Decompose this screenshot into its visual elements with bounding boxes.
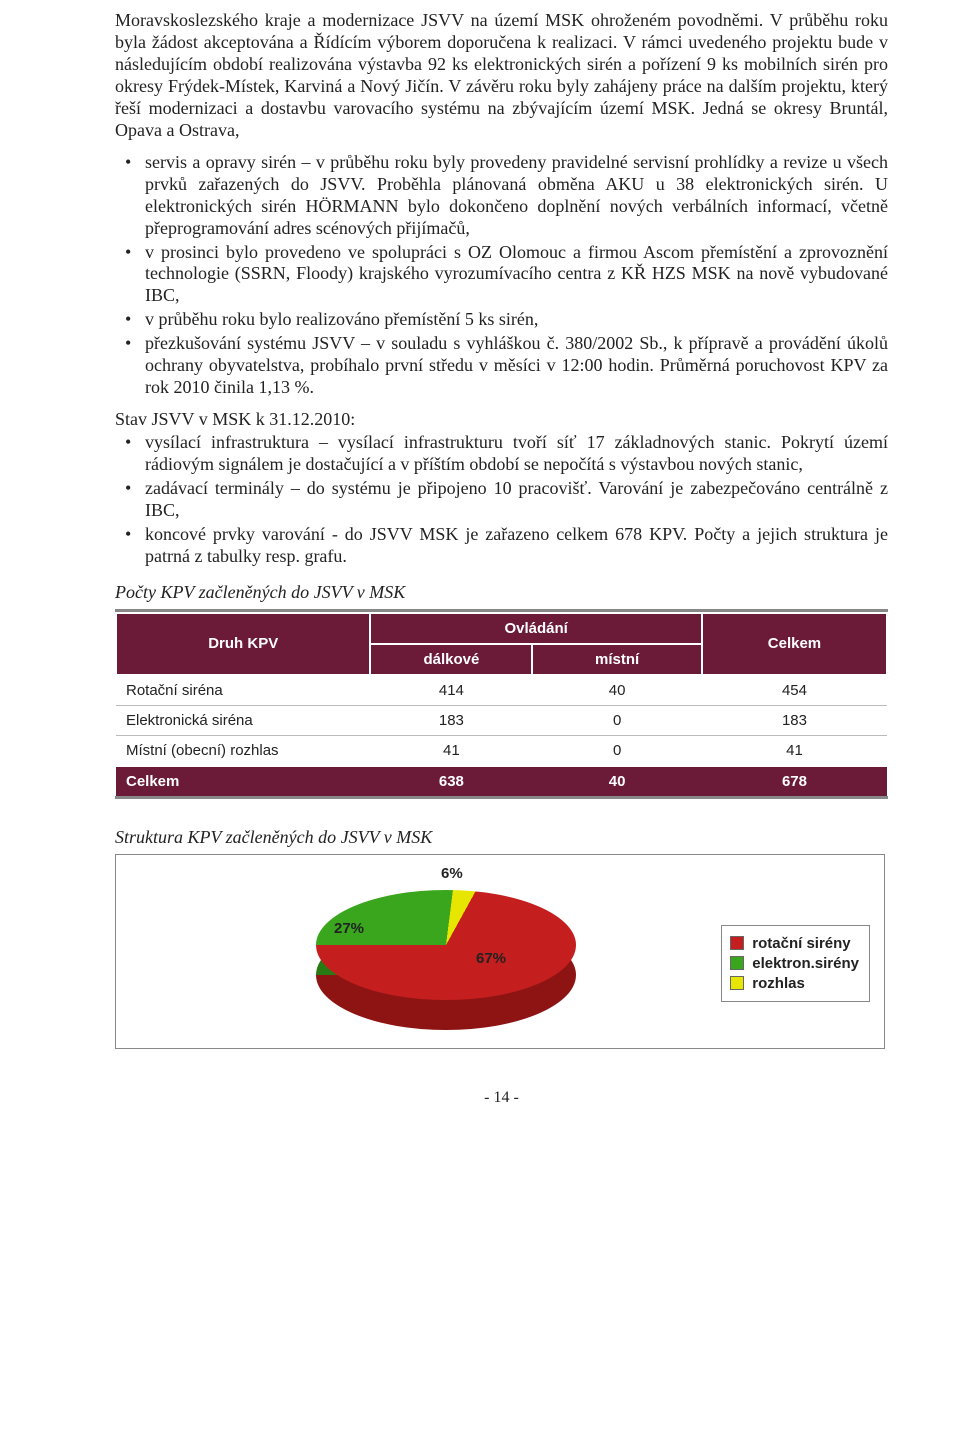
page-number: - 14 - — [115, 1089, 888, 1107]
bullet-list-2: vysílací infrastruktura – vysílací infra… — [115, 432, 888, 568]
table-total-row: Celkem 638 40 678 — [116, 766, 887, 796]
table-row: Místní (obecní) rozhlas 41 0 41 — [116, 735, 887, 766]
pie-area: 67% 27% 6% — [286, 865, 606, 1040]
row-label: Rotační siréna — [116, 675, 370, 706]
list-item: zadávací terminály – do systému je připo… — [115, 478, 888, 522]
list-item: v prosinci bylo provedeno ve spolupráci … — [115, 242, 888, 308]
pct-label-1: 67% — [476, 950, 506, 967]
cell: 0 — [532, 735, 702, 766]
legend: rotační sirény elektron.sirény rozhlas — [721, 925, 870, 1002]
legend-row: elektron.sirény — [730, 955, 859, 972]
cell: 414 — [370, 675, 532, 706]
legend-label: elektron.sirény — [752, 955, 859, 972]
legend-row: rotační sirény — [730, 935, 859, 952]
row-label: Místní (obecní) rozhlas — [116, 735, 370, 766]
cell: 183 — [370, 705, 532, 735]
list-item: koncové prvky varování - do JSVV MSK je … — [115, 524, 888, 568]
legend-label: rozhlas — [752, 975, 805, 992]
legend-row: rozhlas — [730, 975, 859, 992]
col-dalkove: dálkové — [370, 644, 532, 675]
swatch-2 — [730, 956, 744, 970]
col-druh: Druh KPV — [116, 613, 370, 675]
total-cell: 678 — [702, 766, 887, 796]
legend-label: rotační sirény — [752, 935, 850, 952]
cell: 40 — [532, 675, 702, 706]
swatch-1 — [730, 936, 744, 950]
total-cell: 40 — [532, 766, 702, 796]
kpv-table-wrap: Druh KPV Ovládání Celkem dálkové místní … — [115, 609, 888, 799]
kpv-table: Druh KPV Ovládání Celkem dálkové místní … — [115, 612, 888, 796]
chart-heading: Struktura KPV začleněných do JSVV v MSK — [115, 827, 888, 848]
table-heading: Počty KPV začleněných do JSVV v MSK — [115, 582, 888, 603]
cell: 0 — [532, 705, 702, 735]
list-item: v průběhu roku bylo realizováno přemístě… — [115, 309, 888, 331]
cell: 41 — [702, 735, 887, 766]
list-item: přezkušování systému JSVV – v souladu s … — [115, 333, 888, 399]
pie-chart: 67% 27% 6% rotační sirény elektron.sirén… — [115, 854, 885, 1049]
lead-paragraph: Moravskoslezského kraje a modernizace JS… — [115, 10, 888, 142]
list-item: vysílací infrastruktura – vysílací infra… — [115, 432, 888, 476]
section-label-stav: Stav JSVV v MSK k 31.12.2010: — [115, 409, 888, 430]
bullet-list-1: servis a opravy sirén – v průběhu roku b… — [115, 152, 888, 399]
swatch-3 — [730, 976, 744, 990]
cell: 183 — [702, 705, 887, 735]
list-item: servis a opravy sirén – v průběhu roku b… — [115, 152, 888, 240]
table-row: Elektronická siréna 183 0 183 — [116, 705, 887, 735]
col-mistni: místní — [532, 644, 702, 675]
pct-label-3: 6% — [441, 865, 463, 882]
col-ovladani: Ovládání — [370, 613, 702, 644]
cell: 41 — [370, 735, 532, 766]
cell: 454 — [702, 675, 887, 706]
total-label: Celkem — [116, 766, 370, 796]
col-celkem: Celkem — [702, 613, 887, 675]
table-row: Rotační siréna 414 40 454 — [116, 675, 887, 706]
total-cell: 638 — [370, 766, 532, 796]
pct-label-2: 27% — [334, 920, 364, 937]
pie-top — [316, 890, 576, 1000]
row-label: Elektronická siréna — [116, 705, 370, 735]
